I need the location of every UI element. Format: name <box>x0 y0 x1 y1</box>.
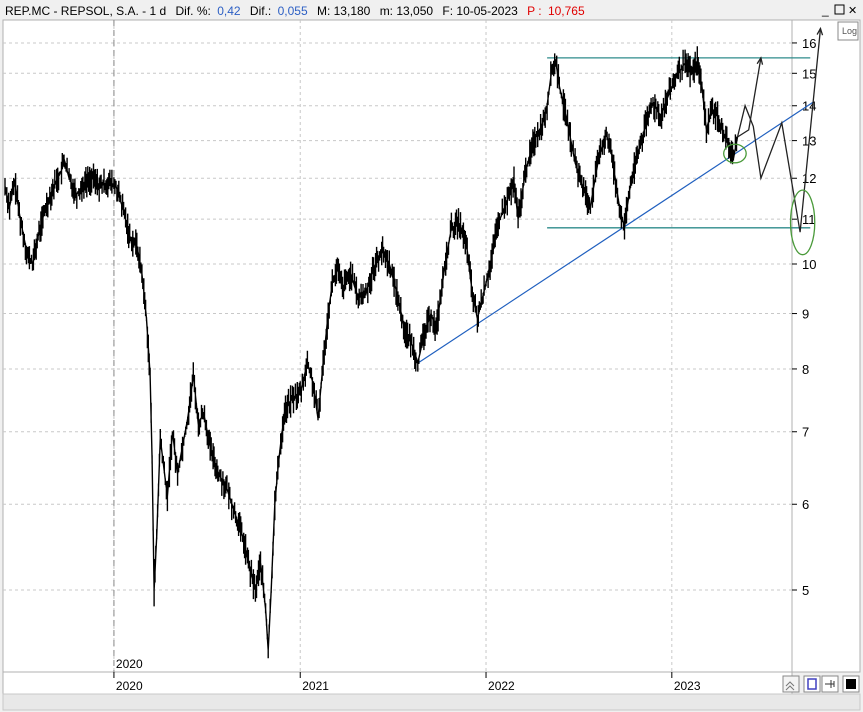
log-toggle[interactable]: Log <box>837 21 859 41</box>
y-tick-label: 7 <box>802 425 809 440</box>
projection-down-arrow-arrowhead <box>816 26 824 36</box>
y-tick-label: 5 <box>802 583 809 598</box>
y-tick-label: 15 <box>802 66 816 81</box>
scroll-icon[interactable] <box>782 675 800 693</box>
grid <box>3 20 792 672</box>
maximize-button[interactable] <box>834 4 845 15</box>
header-dif-pct-value: 0,42 <box>217 4 241 18</box>
y-tick-label: 14 <box>802 99 816 114</box>
color-square-fill <box>846 679 856 689</box>
y-tick-label: 10 <box>802 257 816 272</box>
ellipse-marker-2 <box>789 189 816 256</box>
projection-up-arrow <box>737 57 762 138</box>
trend-line <box>417 101 814 364</box>
x-tick-label: 2021 <box>302 679 329 693</box>
header-max: M: 13,180 <box>317 4 371 18</box>
price-line <box>4 46 739 659</box>
x-tick-label: 2020 <box>116 679 143 693</box>
plot-area[interactable] <box>2 19 793 673</box>
y-tick-label: 16 <box>802 36 816 51</box>
projection-lines <box>723 26 824 256</box>
year-marker-label: 2020 <box>116 657 143 671</box>
header-bar: REP.MC - REPSOL, S.A. - 1 d Dif. %: 0,42… <box>5 4 585 18</box>
y-tick-label: 9 <box>802 307 809 322</box>
save-icon-glyph <box>807 678 817 690</box>
header-symbol: REP.MC - REPSOL, S.A. - 1 d <box>5 4 166 18</box>
y-tick-label: 11 <box>802 212 816 227</box>
scroll-icon-glyph <box>785 681 795 691</box>
close-button[interactable]: ✕ <box>848 5 857 17</box>
header-price-label: P : <box>527 4 541 18</box>
y-tick-label: 6 <box>802 497 809 512</box>
header-dif-pct-label: Dif. %: <box>176 4 211 18</box>
y-axis-panel <box>791 19 861 673</box>
log-toggle-label: Log <box>842 26 857 36</box>
header-dif-value: 0,055 <box>278 4 308 18</box>
projection-up-arrow-arrowhead <box>756 56 764 65</box>
ellipse-marker-1 <box>723 143 747 164</box>
x-axis: 2020 2021 2022 2023 2020 <box>113 657 701 693</box>
scrollbar[interactable] <box>2 693 861 711</box>
minimize-button[interactable]: _ <box>821 3 829 17</box>
window-controls: _ ✕ <box>821 3 857 17</box>
header-price-value: 10,765 <box>548 4 585 18</box>
header-date: F: 10-05-2023 <box>442 4 518 18</box>
log-toggle-icon[interactable] <box>837 21 859 41</box>
header-dif-label: Dif.: <box>250 4 271 18</box>
x-tick-label: 2022 <box>488 679 515 693</box>
bottom-toolbar <box>782 675 860 693</box>
y-tick-label: 12 <box>802 171 816 186</box>
pin-icon-glyph <box>825 680 835 688</box>
x-tick-label: 2023 <box>674 679 701 693</box>
price-series <box>4 46 739 659</box>
projection-down-arrow <box>736 28 822 233</box>
header-min: m: 13,050 <box>380 4 434 18</box>
y-tick-label: 8 <box>802 362 809 377</box>
